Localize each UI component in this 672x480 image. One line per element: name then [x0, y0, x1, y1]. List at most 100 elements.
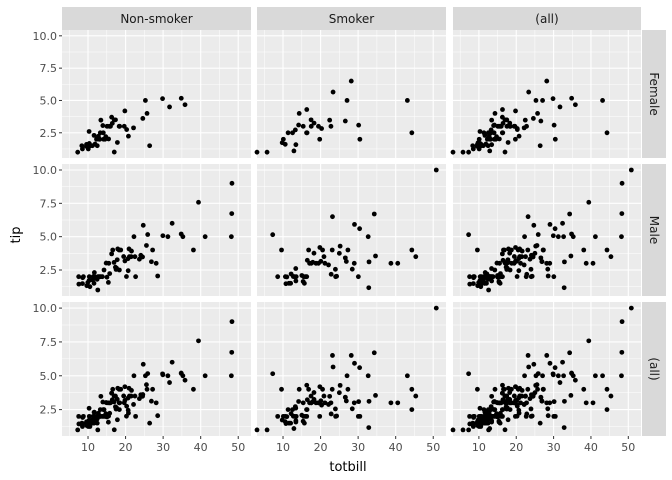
data-point [592, 373, 598, 379]
data-point [311, 250, 317, 256]
data-point [109, 390, 115, 396]
data-point [304, 130, 310, 136]
data-point [97, 136, 103, 142]
data-point [349, 266, 355, 272]
data-point [600, 373, 605, 379]
x-tick-label: 30 [351, 441, 365, 454]
data-point [334, 273, 340, 279]
data-point [509, 400, 515, 406]
panel-female-all [450, 30, 641, 158]
data-point [482, 280, 488, 286]
data-point [101, 267, 107, 273]
data-point [125, 407, 131, 413]
data-point [523, 254, 528, 260]
data-point [489, 278, 495, 284]
data-point [532, 250, 538, 256]
data-point [497, 420, 503, 426]
y-tick-label: 2.5 [40, 404, 58, 417]
data-point [500, 407, 506, 413]
data-point [318, 398, 324, 404]
data-point [293, 418, 299, 424]
data-point [111, 399, 117, 405]
data-point [531, 361, 537, 367]
data-point [366, 285, 372, 291]
data-point [586, 338, 592, 344]
data-point [147, 143, 153, 149]
data-point [535, 386, 540, 392]
panel-female-smoker [254, 30, 446, 158]
y-tick-label: 7.5 [40, 197, 58, 210]
data-point [504, 393, 510, 399]
data-point [330, 89, 336, 95]
data-point [355, 413, 361, 419]
data-point [535, 110, 540, 116]
data-point [122, 258, 128, 264]
data-point [555, 373, 561, 379]
data-point [583, 400, 589, 406]
data-point [126, 246, 132, 252]
data-point [478, 141, 484, 147]
data-point [317, 136, 323, 142]
data-point [300, 400, 306, 406]
data-point [285, 130, 291, 136]
data-point [98, 117, 104, 123]
x-tick-label: 50 [426, 441, 440, 454]
data-point [143, 98, 148, 103]
data-point [167, 380, 172, 385]
data-point [326, 402, 331, 407]
data-point [97, 274, 102, 280]
data-point [144, 382, 149, 388]
data-point [501, 247, 507, 253]
data-point [619, 349, 625, 355]
data-point [604, 130, 610, 136]
data-point [530, 254, 536, 260]
data-point [178, 95, 184, 101]
data-point [333, 406, 338, 412]
data-point [521, 262, 527, 268]
data-point [500, 382, 505, 388]
data-point [80, 281, 85, 286]
data-point [140, 393, 145, 399]
data-point [131, 234, 137, 240]
row-strip-label: Female [647, 72, 661, 115]
data-point [600, 98, 605, 103]
data-point [507, 390, 513, 395]
data-point [291, 413, 297, 419]
data-point [140, 222, 146, 228]
data-point [533, 382, 539, 388]
data-point [124, 274, 129, 279]
data-point [155, 273, 161, 279]
y-tick-label: 10.0 [33, 30, 58, 43]
data-point [477, 129, 483, 134]
data-point [94, 143, 100, 149]
data-point [491, 122, 497, 128]
data-point [509, 260, 515, 266]
data-point [366, 259, 372, 265]
data-point [539, 259, 545, 264]
data-point [608, 254, 614, 260]
data-point [466, 371, 472, 377]
data-point [351, 260, 357, 266]
data-point [342, 118, 348, 124]
data-point [500, 130, 506, 136]
data-point [114, 396, 120, 402]
data-point [286, 420, 292, 426]
data-point [270, 371, 276, 377]
data-point [133, 274, 139, 280]
data-point [478, 413, 484, 419]
data-point [86, 413, 92, 419]
data-point [540, 98, 545, 103]
data-point [590, 400, 596, 406]
data-point [404, 98, 410, 103]
data-point [487, 274, 493, 280]
data-point [524, 411, 530, 417]
data-point [470, 421, 476, 426]
data-point [91, 420, 97, 426]
data-point [293, 278, 299, 284]
y-tick-label: 2.5 [40, 264, 58, 277]
data-point [586, 199, 592, 205]
data-point [466, 427, 472, 433]
data-point [487, 413, 493, 419]
data-point [337, 243, 343, 249]
data-point [81, 413, 86, 419]
